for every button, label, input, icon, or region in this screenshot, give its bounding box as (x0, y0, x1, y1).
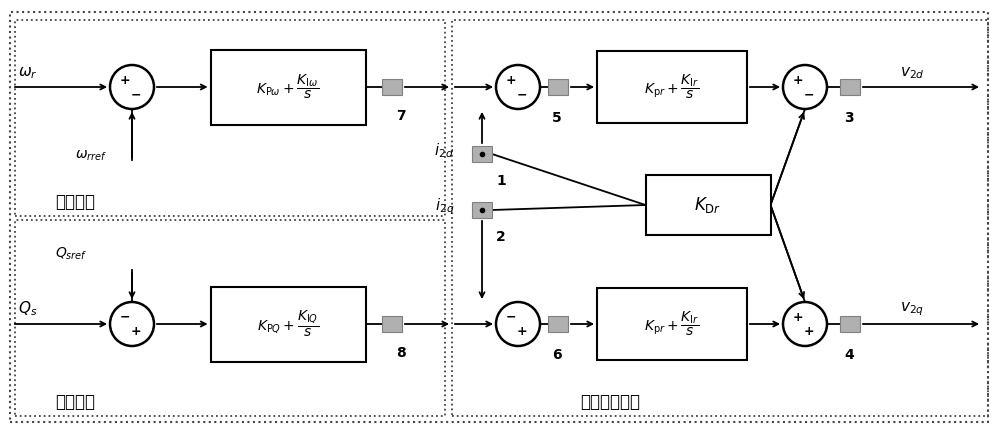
Text: 8: 8 (396, 346, 406, 360)
Bar (548, 79, 568, 95)
Text: 6: 6 (552, 348, 562, 362)
Circle shape (783, 302, 827, 346)
Text: +: + (120, 74, 131, 87)
Bar (382, 316, 402, 332)
Bar (382, 79, 402, 95)
Text: +: + (793, 74, 804, 87)
Text: 电流跟踪控制: 电流跟踪控制 (580, 393, 640, 411)
Text: +: + (131, 325, 142, 338)
Bar (15, 20, 445, 216)
Bar (15, 220, 445, 416)
Text: 7: 7 (396, 109, 406, 123)
Text: +: + (517, 325, 528, 338)
Text: +: + (506, 74, 517, 87)
Text: $K_{\mathrm{D}r}$: $K_{\mathrm{D}r}$ (694, 195, 722, 215)
Text: 4: 4 (844, 348, 854, 362)
Text: $K_{\mathrm{P}\omega}+\dfrac{K_{\mathrm{I}\omega}}{s}$: $K_{\mathrm{P}\omega}+\dfrac{K_{\mathrm{… (256, 73, 320, 102)
Text: −: − (131, 88, 142, 101)
Text: 5: 5 (552, 111, 562, 125)
Circle shape (496, 65, 540, 109)
Bar (472, 202, 492, 218)
Text: $K_{\mathrm{p}r}+\dfrac{K_{\mathrm{I}r}}{s}$: $K_{\mathrm{p}r}+\dfrac{K_{\mathrm{I}r}}… (644, 73, 700, 102)
Text: $i_{2d}$: $i_{2d}$ (434, 142, 454, 160)
Bar (211, 286, 366, 362)
Text: 1: 1 (496, 174, 506, 188)
Bar (548, 316, 568, 332)
Text: −: − (120, 311, 131, 324)
Text: 3: 3 (844, 111, 854, 125)
Bar (597, 288, 747, 360)
Bar (211, 50, 366, 124)
Bar (840, 79, 860, 95)
Text: $K_{\mathrm{p}r}+\dfrac{K_{\mathrm{I}r}}{s}$: $K_{\mathrm{p}r}+\dfrac{K_{\mathrm{I}r}}… (644, 310, 700, 338)
Text: −: − (804, 88, 815, 101)
Text: −: − (506, 311, 517, 324)
Bar (597, 51, 747, 123)
Text: $\omega_{rref}$: $\omega_{rref}$ (75, 149, 107, 163)
Text: $Q_s$: $Q_s$ (18, 299, 37, 318)
Text: $Q_{sref}$: $Q_{sref}$ (55, 246, 88, 262)
Text: $K_{\mathrm{P}Q}+\dfrac{K_{\mathrm{I}Q}}{s}$: $K_{\mathrm{P}Q}+\dfrac{K_{\mathrm{I}Q}}… (257, 309, 319, 339)
Text: +: + (804, 325, 815, 338)
Bar (452, 20, 988, 416)
Bar (840, 316, 860, 332)
Circle shape (110, 302, 154, 346)
Circle shape (496, 302, 540, 346)
Text: 无功控制: 无功控制 (55, 393, 95, 411)
Text: $i_{2q}$: $i_{2q}$ (435, 197, 454, 217)
Bar (472, 146, 492, 162)
Text: −: − (517, 88, 528, 101)
Circle shape (110, 65, 154, 109)
Text: 2: 2 (496, 230, 506, 244)
Text: 转速控制: 转速控制 (55, 193, 95, 211)
Text: +: + (793, 311, 804, 324)
Text: $\omega_r$: $\omega_r$ (18, 65, 38, 81)
Bar (646, 175, 770, 235)
Circle shape (783, 65, 827, 109)
Text: $v_{2d}$: $v_{2d}$ (900, 65, 925, 81)
Text: $v_{2q}$: $v_{2q}$ (900, 300, 924, 318)
